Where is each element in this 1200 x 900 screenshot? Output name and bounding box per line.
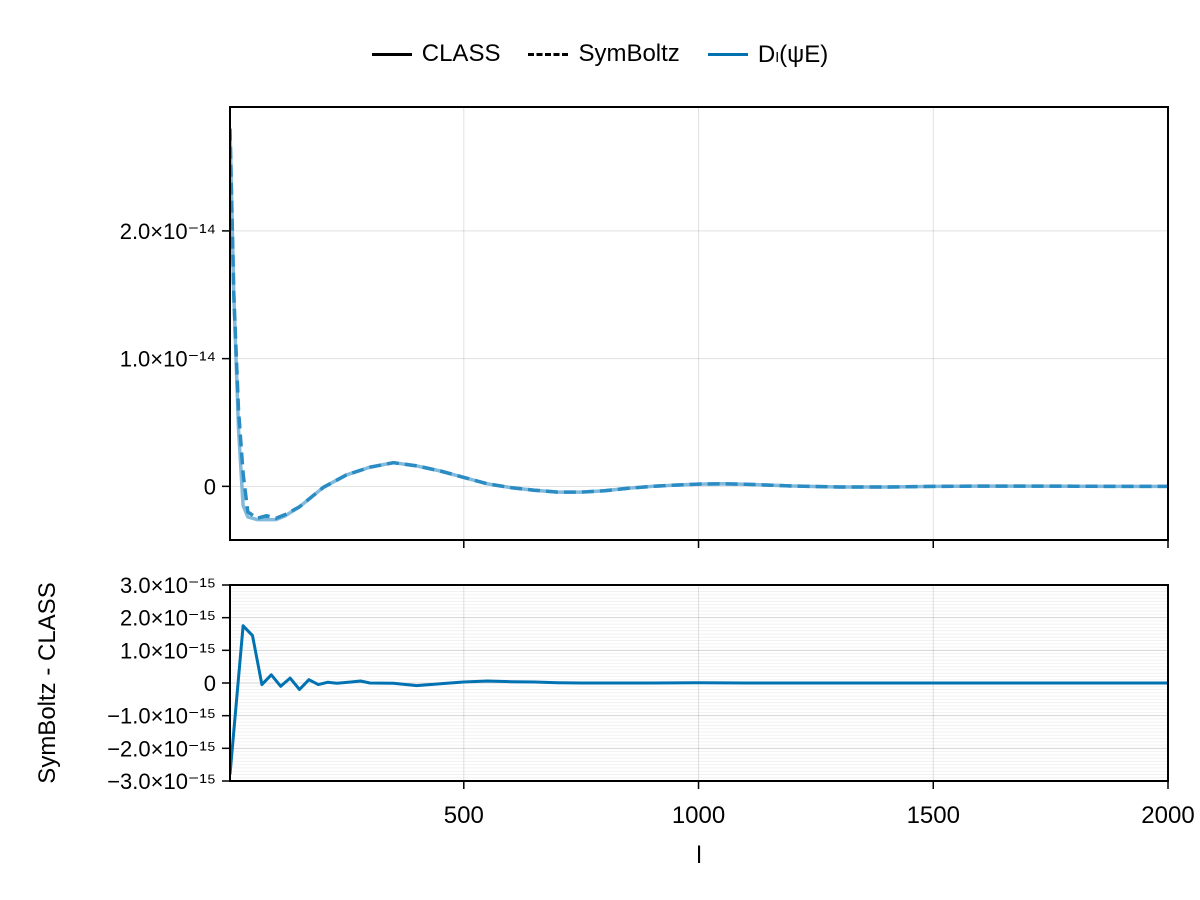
legend-label: SymBoltz — [578, 40, 680, 67]
y-tick-label: 3.0×10⁻¹⁵ — [120, 573, 216, 598]
legend-item-class: CLASS — [371, 40, 501, 68]
y-axis-label: SymBoltz - CLASS — [34, 582, 61, 783]
series-d-e-difference — [230, 624, 1168, 775]
series-symboltz — [230, 128, 1168, 521]
legend: CLASS SymBoltz Dₗ(ψE) — [0, 36, 1200, 72]
y-tick-label: −3.0×10⁻¹⁵ — [107, 769, 216, 794]
y-tick-label: 0 — [204, 474, 216, 499]
y-tick-label: −1.0×10⁻¹⁵ — [107, 704, 216, 729]
y-tick-label: 0 — [204, 671, 216, 696]
legend-item-dl-psie: Dₗ(ψE) — [707, 40, 829, 69]
x-tick-label: 1000 — [672, 802, 725, 829]
bottom-panel: −3.0×10⁻¹⁵ −2.0×10⁻¹⁵ −1.0×10⁻¹⁵ 0 1.0×10⁻¹⁵… — [34, 573, 1195, 869]
legend-item-symboltz: SymBoltz — [528, 40, 680, 68]
y-tick-label: 2.0×10⁻¹⁵ — [120, 606, 216, 631]
x-tick-label: 2000 — [1141, 802, 1194, 829]
solid-line-icon — [371, 52, 412, 56]
dashed-line-icon — [528, 52, 569, 56]
series-group — [230, 624, 1168, 775]
y-tick-label: 1.0×10⁻¹⁵ — [120, 638, 216, 663]
series-group — [230, 128, 1168, 522]
blue-line-icon — [707, 52, 748, 56]
x-axis-label: l — [696, 842, 701, 869]
x-tick-label: 1500 — [907, 802, 960, 829]
legend-label: Dₗ(ψE) — [757, 40, 829, 68]
y-tick-label: 1.0×10⁻¹⁴ — [120, 347, 216, 372]
legend-label: CLASS — [421, 40, 501, 67]
top-panel: 0 1.0×10⁻¹⁴ 2.0×10⁻¹⁴ — [120, 106, 1169, 548]
y-tick-label: −2.0×10⁻¹⁵ — [107, 736, 216, 761]
x-tick-label: 500 — [444, 802, 484, 829]
y-tick-label: 2.0×10⁻¹⁴ — [120, 219, 216, 244]
